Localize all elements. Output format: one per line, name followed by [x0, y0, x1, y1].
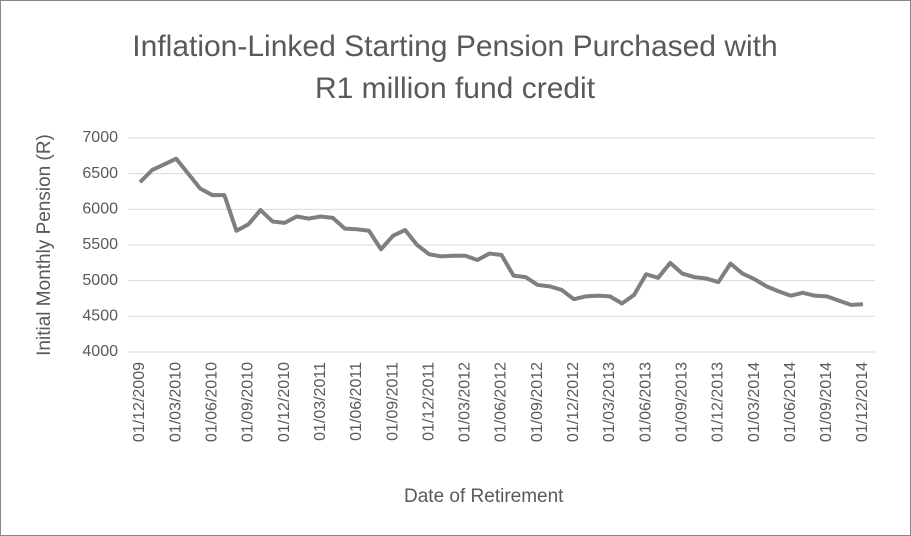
x-tick-label: 01/06/2011 [348, 362, 365, 441]
y-tick-label: 4500 [82, 308, 118, 325]
x-tick-label: 01/03/2010 [167, 362, 184, 442]
chart-title: R1 million fund credit [315, 72, 596, 105]
x-tick-label: 01/09/2013 [673, 362, 690, 442]
x-tick-label: 01/03/2012 [457, 362, 474, 442]
line [138, 156, 864, 307]
x-tick-label: 01/09/2012 [529, 362, 546, 442]
x-tick-label: 01/09/2011 [384, 362, 401, 441]
x-tick-label: 01/12/2014 [854, 362, 871, 442]
chart-title: Inflation-Linked Starting Pension Purcha… [132, 30, 777, 63]
x-tick-label: 01/12/2012 [565, 362, 582, 442]
y-tick-label: 4000 [82, 343, 118, 360]
y-tick-label: 5500 [82, 236, 118, 253]
x-tick-label: 01/12/2011 [420, 362, 437, 441]
y-tick-label: 5000 [82, 272, 118, 289]
x-tick-label: 01/06/2012 [493, 362, 510, 442]
x-axis-title: Date of Retirement [404, 486, 564, 507]
y-tick-label: 6500 [82, 165, 118, 182]
x-tick-label: 01/12/2010 [276, 362, 293, 442]
x-tick-label: 01/06/2010 [204, 362, 221, 442]
y-axis-title: Initial Monthly Pension (R) [34, 134, 55, 356]
x-tick-label: 01/06/2014 [782, 362, 799, 442]
y-tick-label: 6000 [82, 201, 118, 218]
x-tick-label: 01/03/2013 [601, 362, 618, 442]
y-tick-label: 7000 [82, 129, 118, 146]
x-tick-label: 01/09/2014 [818, 362, 835, 442]
x-tick-label: 01/06/2013 [637, 362, 654, 442]
x-tick-label: 01/12/2013 [710, 362, 727, 442]
x-tick-label: 01/12/2009 [131, 362, 148, 442]
x-tick-label: 01/03/2014 [746, 362, 763, 442]
x-tick-label: 01/03/2011 [312, 362, 329, 441]
x-tick-label: 01/09/2010 [240, 362, 257, 442]
